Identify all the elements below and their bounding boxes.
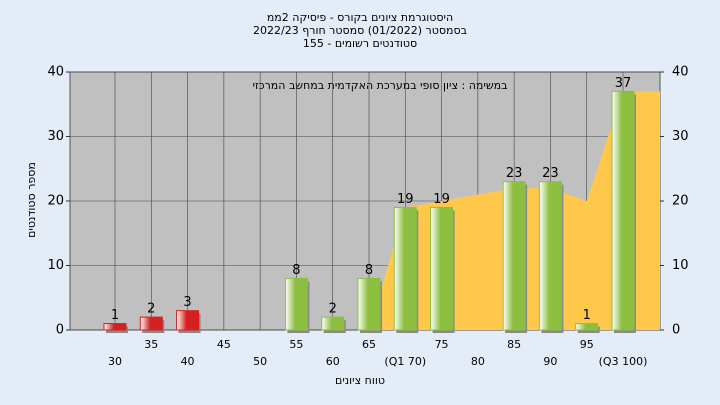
x-tick-label: 95	[580, 338, 594, 351]
y-tick-label: 10	[47, 258, 64, 273]
x-tick-label: 45	[217, 338, 231, 351]
x-tick-label: (Q3 100)	[599, 355, 648, 368]
x-tick-label: 90	[543, 355, 557, 368]
bar	[103, 323, 127, 331]
value-label: 1	[583, 308, 591, 323]
bar	[321, 316, 345, 331]
x-tick-label: 40	[181, 355, 195, 368]
bar	[357, 277, 381, 331]
bar	[284, 277, 308, 331]
bar	[393, 206, 417, 331]
value-label: 19	[433, 192, 450, 207]
x-tick-label: 30	[108, 355, 122, 368]
value-label: 8	[365, 263, 373, 278]
x-tick-label: 65	[362, 338, 376, 351]
x-tick-label: 85	[507, 338, 521, 351]
y2-tick-label: 20	[672, 194, 689, 209]
x-tick-label: 75	[435, 338, 449, 351]
bar	[502, 181, 526, 331]
x-tick-label: 35	[144, 338, 158, 351]
x-axis-label: טווח ציונים	[335, 374, 385, 387]
bar	[538, 181, 562, 331]
x-tick-label: 55	[289, 338, 303, 351]
bar	[176, 310, 200, 331]
y2-tick-label: 10	[672, 258, 689, 273]
value-label: 8	[292, 263, 300, 278]
title-line: היסטוגרמת ציונים בקורס - פיסיקה 2ממ	[267, 11, 453, 24]
value-label: 3	[183, 295, 191, 310]
value-label: 23	[506, 166, 523, 181]
title-line: בסמסטר (01/2022) סמסטר חורף 2022/23	[253, 24, 467, 37]
y-axis-label: מספר סטודנטים	[25, 162, 38, 238]
y-tick-label: 0	[56, 323, 64, 338]
annotation: במשימה : ציון סופי במערכת האקדמית במחשב …	[253, 79, 508, 92]
value-label: 2	[147, 302, 155, 317]
y-tick-label: 40	[47, 65, 64, 80]
x-tick-label: 60	[326, 355, 340, 368]
title-line: סטודנטים רשומים - 155	[303, 37, 417, 50]
y2-tick-label: 0	[672, 323, 680, 338]
value-label: 19	[397, 192, 414, 207]
x-tick-label: 50	[253, 355, 267, 368]
value-label: 1	[111, 308, 119, 323]
bar	[430, 206, 454, 331]
value-label: 2	[329, 302, 337, 317]
x-tick-label: 80	[471, 355, 485, 368]
y2-tick-label: 40	[672, 65, 689, 80]
x-tick-label: (Q1 70)	[384, 355, 426, 368]
y-tick-label: 20	[47, 194, 64, 209]
value-label: 23	[542, 166, 559, 181]
bar	[139, 316, 163, 331]
y2-tick-label: 30	[672, 129, 689, 144]
bar	[575, 323, 599, 331]
y-tick-label: 30	[47, 129, 64, 144]
value-label: 37	[615, 76, 632, 91]
bar	[611, 90, 635, 331]
